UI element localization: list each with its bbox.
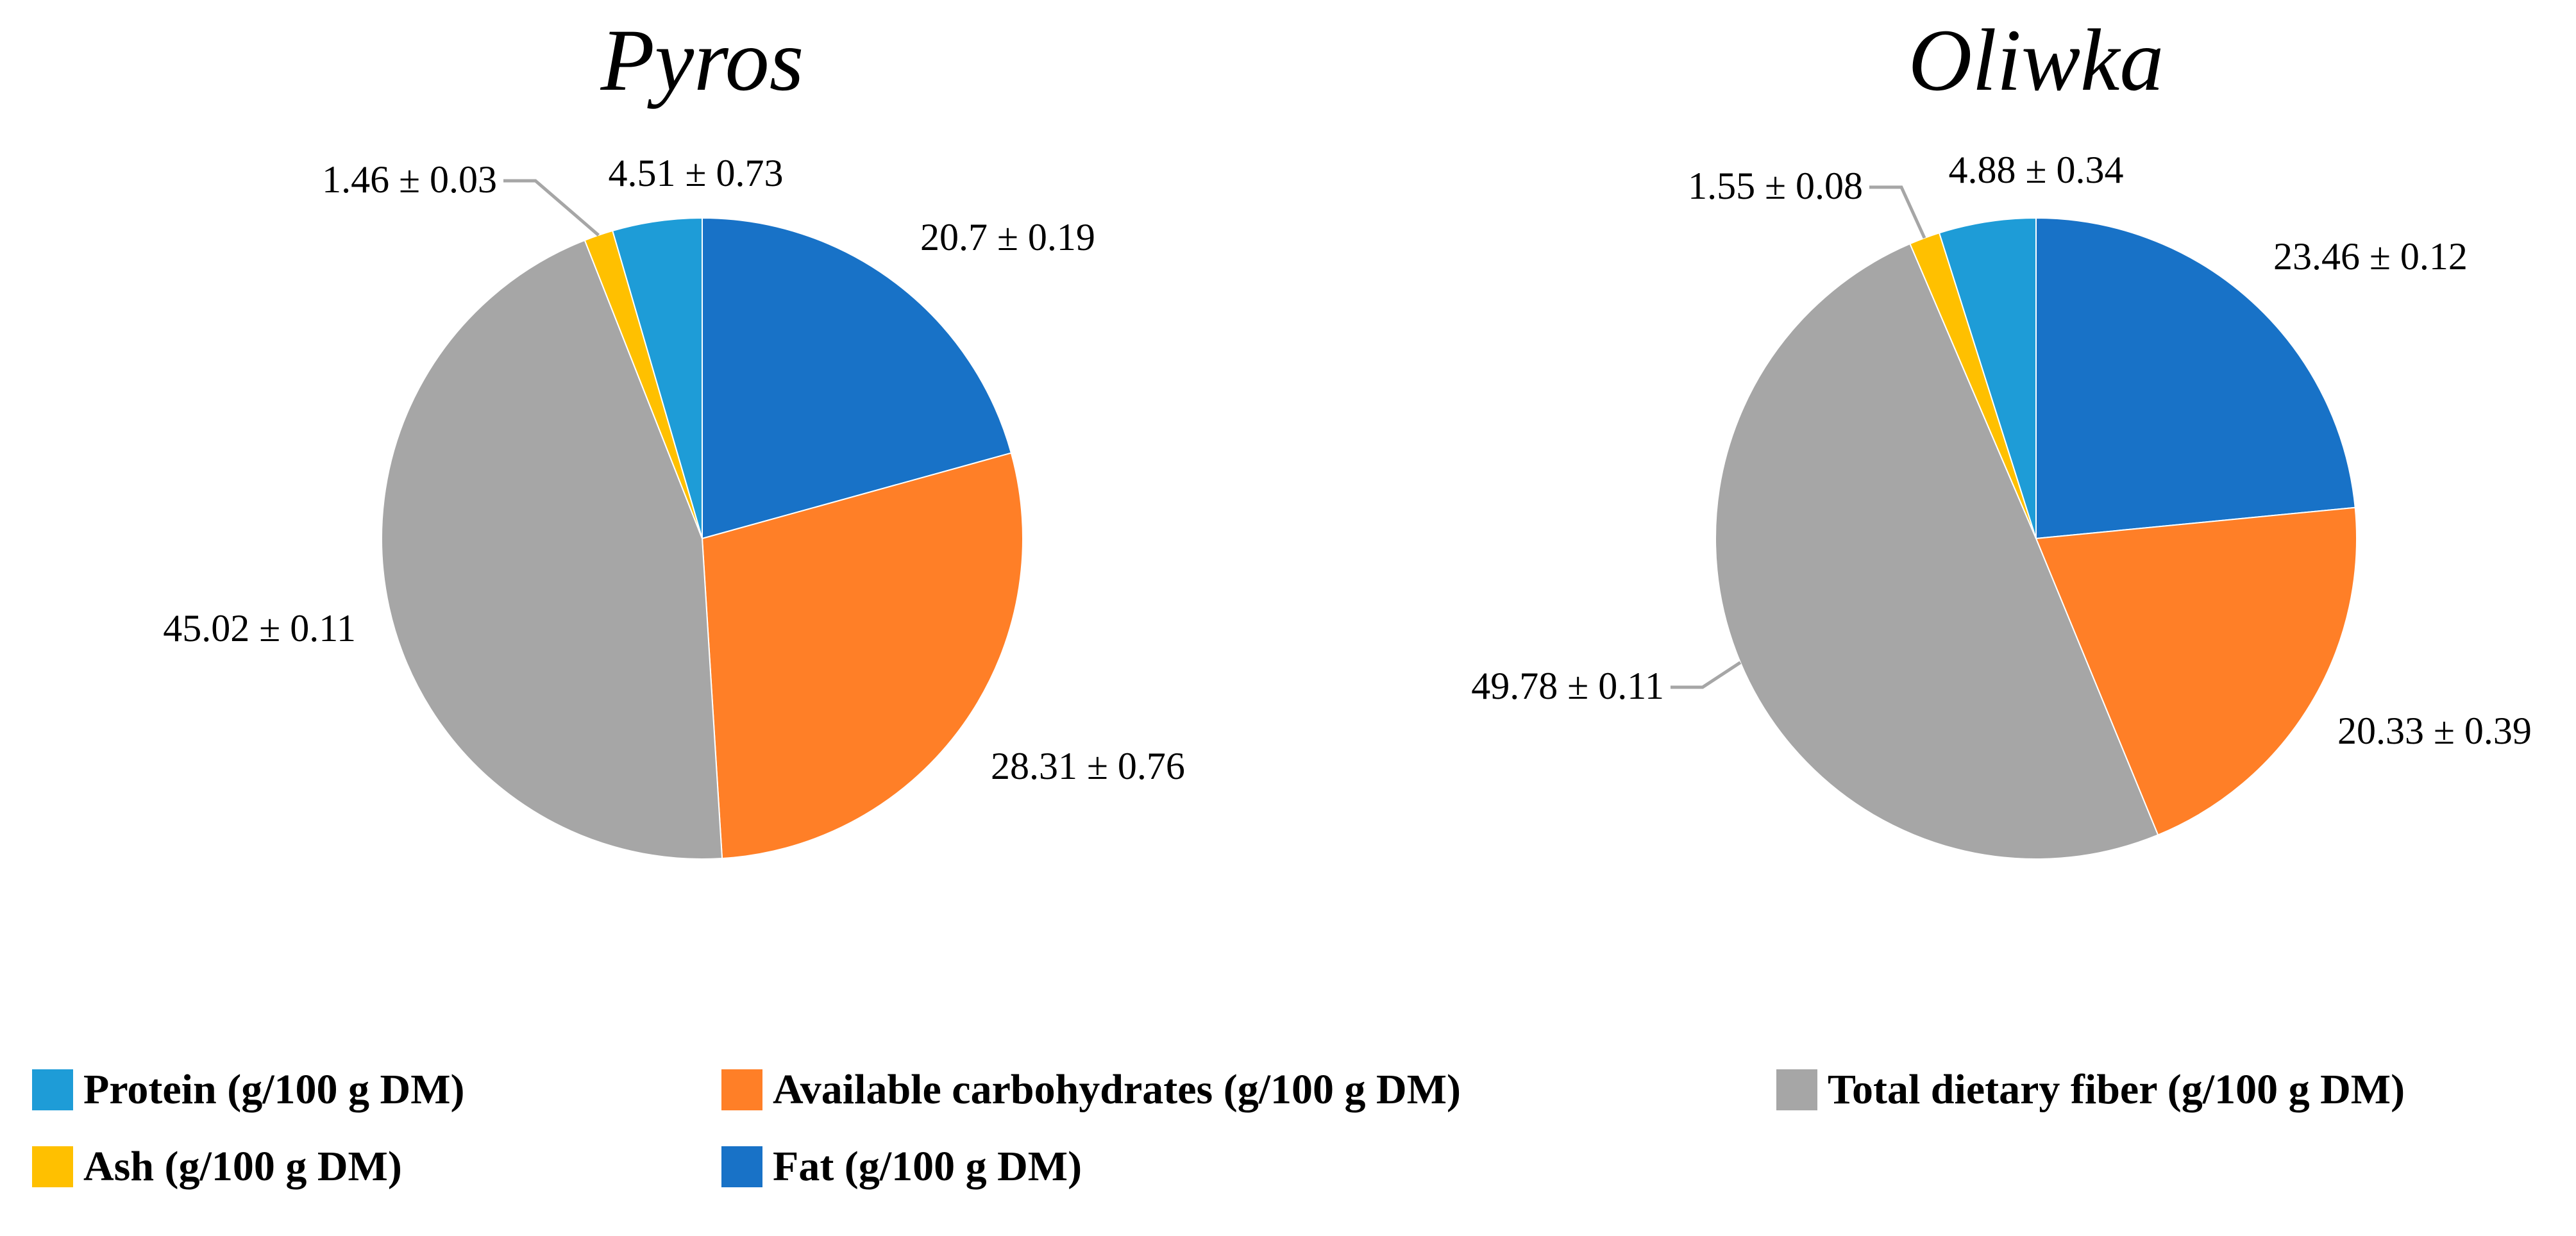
- data-label-protein: 4.51 ± 0.73: [609, 152, 784, 194]
- legend-label-ash: Ash (g/100 g DM): [83, 1143, 402, 1190]
- pie-slice-total-dietary-fiber: [381, 239, 723, 860]
- legend-swatch-protein: [32, 1069, 73, 1110]
- data-label-available-carbohydrates: 28.31 ± 0.76: [991, 745, 1185, 787]
- pie-slice-fat: [702, 217, 1013, 540]
- data-label-total-dietary-fiber: 45.02 ± 0.11: [163, 607, 356, 649]
- data-label-protein: 4.88 ± 0.34: [1949, 149, 2124, 191]
- legend-label-available-carbohydrates: Available carbohydrates (g/100 g DM): [773, 1066, 1461, 1113]
- data-label-ash: 1.46 ± 0.03: [322, 158, 497, 201]
- legend-swatch-total-dietary-fiber: [1776, 1069, 1817, 1110]
- chart-title: Pyros: [600, 11, 804, 109]
- pie-slice-available-carbohydrates: [701, 452, 1023, 860]
- data-label-fat: 23.46 ± 0.12: [2273, 235, 2468, 278]
- legend: Protein (g/100 g DM) Available carbohydr…: [32, 1058, 2565, 1218]
- legend-swatch-fat: [721, 1146, 762, 1187]
- pie-slice-protein: [611, 217, 703, 539]
- legend-swatch-ash: [32, 1146, 73, 1187]
- chart-title: Oliwka: [1908, 11, 2164, 109]
- legend-swatch-available-carbohydrates: [721, 1069, 762, 1110]
- data-label-ash: 1.55 ± 0.08: [1688, 165, 1863, 207]
- pie-chart-oliwka: Oliwka 23.46 ± 0.12 20.33 ± 0.39 49.78 ± 0.…: [1471, 11, 2532, 860]
- leader-line-ash: [503, 179, 600, 237]
- legend-label-fat: Fat (g/100 g DM): [773, 1143, 1082, 1190]
- data-label-fat: 20.7 ± 0.19: [920, 216, 1095, 258]
- pie-chart-pyros: Pyros 20.7 ± 0.19 28.31 ± 0.76 45.02 ± 0.11…: [163, 11, 1185, 860]
- pie-slice-fat: [2035, 217, 2356, 540]
- legend-item-protein: Protein (g/100 g DM): [32, 1058, 464, 1122]
- pie-slice-available-carbohydrates: [2035, 506, 2357, 836]
- data-label-available-carbohydrates: 20.33 ± 0.39: [2337, 710, 2532, 752]
- legend-item-total-dietary-fiber: Total dietary fiber (g/100 g DM): [1776, 1058, 2405, 1122]
- pie-slice-protein: [1938, 217, 2037, 539]
- legend-label-total-dietary-fiber: Total dietary fiber (g/100 g DM): [1828, 1066, 2405, 1113]
- legend-item-ash: Ash (g/100 g DM): [32, 1135, 402, 1199]
- legend-item-fat: Fat (g/100 g DM): [721, 1135, 1082, 1199]
- leader-line-ash: [1869, 185, 1926, 239]
- data-label-total-dietary-fiber: 49.78 ± 0.11: [1471, 665, 1664, 707]
- pie-slice-total-dietary-fiber: [1715, 242, 2159, 860]
- legend-item-available-carbohydrates: Available carbohydrates (g/100 g DM): [721, 1058, 1461, 1122]
- leader-line-total-dietary-fiber: [1671, 661, 1742, 689]
- legend-label-protein: Protein (g/100 g DM): [83, 1066, 465, 1113]
